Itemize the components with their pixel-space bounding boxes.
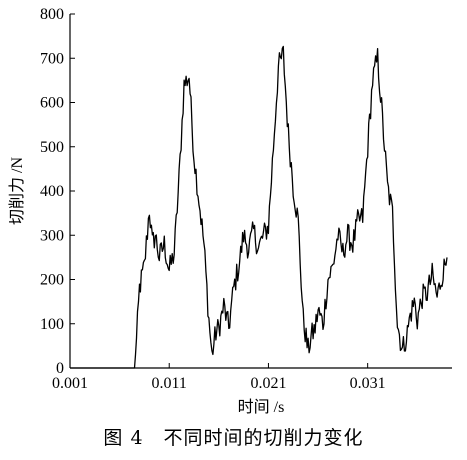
ticks: 0 100 200 300 400 500 600 700 800 0.001 0.011 0.021… xyxy=(40,6,386,392)
series-layer xyxy=(70,45,448,369)
y-tick-label: 800 xyxy=(40,6,64,23)
y-tick-label: 0 xyxy=(56,360,64,377)
x-tick-label: 0.001 xyxy=(52,375,88,392)
chart-svg: 0 100 200 300 400 500 600 700 800 0.001 0.011 0.021… xyxy=(8,6,452,416)
x-axis-label: 时间 /s xyxy=(238,398,285,416)
y-axis-label: 切削力 /N xyxy=(8,157,26,225)
x-tick-label: 0.011 xyxy=(152,375,187,392)
figure-caption: 图 4 不同时间的切削力变化 xyxy=(103,427,364,449)
x-tick-label: 0.021 xyxy=(250,375,286,392)
x-tick-label: 0.031 xyxy=(350,375,386,392)
y-tick-label: 400 xyxy=(40,183,64,200)
y-tick-label: 600 xyxy=(40,95,64,112)
y-tick-label: 700 xyxy=(40,50,64,67)
series-line xyxy=(70,45,448,369)
y-tick-label: 100 xyxy=(40,316,64,333)
y-tick-label: 500 xyxy=(40,139,64,156)
axes xyxy=(69,14,452,369)
y-tick-label: 200 xyxy=(40,272,64,289)
y-tick-label: 300 xyxy=(40,227,64,244)
